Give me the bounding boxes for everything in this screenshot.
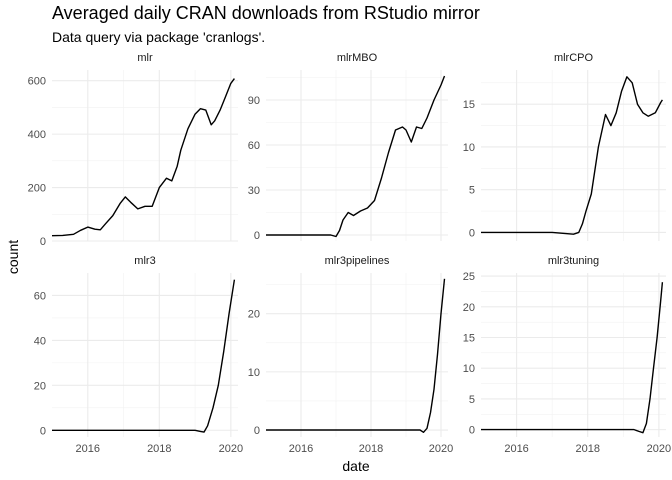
panels-layer: 0200400600mlr0306090mlrMBO051015mlrCPO02… xyxy=(28,52,671,455)
panel-strip-label: mlr xyxy=(137,52,153,64)
y-tick-label: 5 xyxy=(469,394,475,406)
series-line-mlrMBO xyxy=(266,75,446,238)
chart-subtitle: Data query via package 'cranlogs'. xyxy=(52,29,266,45)
panel-mlrMBO: 0 30 60 90 mlrMBO xyxy=(248,52,448,242)
x-axis-title: date xyxy=(342,458,369,474)
y-tick-label: 90 xyxy=(248,95,260,107)
y-tick-label: 5 xyxy=(469,185,475,197)
y-tick-label: 0 xyxy=(254,230,260,242)
x-tick-label: 2020 xyxy=(647,443,671,455)
y-tick-label: 15 xyxy=(463,99,475,111)
y-tick-label: 10 xyxy=(248,367,260,379)
y-tick-label: 20 xyxy=(463,302,475,314)
y-tick-label: 10 xyxy=(463,142,475,154)
y-tick-label: 25 xyxy=(463,271,475,283)
x-tick-label: 2016 xyxy=(504,443,528,455)
x-tick-label: 2020 xyxy=(219,443,243,455)
panel-strip-label: mlr3pipelines xyxy=(325,255,390,267)
x-tick-label: 2016 xyxy=(76,443,100,455)
panel-strip-label: mlr3tuning xyxy=(548,255,599,267)
panel-strip-label: mlrMBO xyxy=(337,52,378,64)
x-tick-label: 2016 xyxy=(289,443,313,455)
panel-mlr3tuning: 0 5 10 15 20 25 2016 2018 2020 mlr3tuning xyxy=(463,255,671,455)
y-tick-label: 200 xyxy=(28,183,46,195)
x-tick-label: 2018 xyxy=(359,443,383,455)
panel-mlrCPO: 0 5 10 15 mlrCPO xyxy=(463,52,666,241)
y-tick-label: 0 xyxy=(40,425,46,437)
y-tick-label: 0 xyxy=(40,236,46,248)
series-line-mlr3pipelines xyxy=(266,278,446,433)
series-line-mlr3tuning xyxy=(481,282,664,434)
panel-mlr: 0 200 400 600 mlr xyxy=(28,52,238,248)
panel-mlr3: 0 20 40 60 2016 2018 2020 mlr3 xyxy=(34,255,243,455)
y-tick-label: 0 xyxy=(254,425,260,437)
y-axis-title: count xyxy=(5,240,21,274)
series-line-mlrCPO xyxy=(481,76,663,235)
y-tick-label: 10 xyxy=(463,363,475,375)
x-tick-label: 2018 xyxy=(147,443,171,455)
y-tick-label: 0 xyxy=(469,227,475,239)
y-tick-label: 30 xyxy=(248,185,260,197)
panel-strip-label: mlrCPO xyxy=(554,52,594,64)
panel-strip-label: mlr3 xyxy=(134,255,155,267)
y-tick-label: 20 xyxy=(34,380,46,392)
y-tick-label: 600 xyxy=(28,76,46,88)
x-tick-label: 2018 xyxy=(575,443,599,455)
chart-title: Averaged daily CRAN downloads from RStud… xyxy=(52,3,480,23)
y-tick-label: 0 xyxy=(469,425,475,437)
series-line-mlr xyxy=(51,78,235,237)
panel-mlr3pipelines: 0 10 20 2016 2018 2020 mlr3pipelines xyxy=(248,255,453,455)
series-line-mlr3 xyxy=(52,279,236,433)
y-tick-label: 60 xyxy=(248,140,260,152)
y-tick-label: 20 xyxy=(248,309,260,321)
x-tick-label: 2020 xyxy=(429,443,453,455)
y-tick-label: 400 xyxy=(28,129,46,141)
y-tick-label: 15 xyxy=(463,332,475,344)
y-tick-label: 60 xyxy=(34,290,46,302)
y-tick-label: 40 xyxy=(34,335,46,347)
